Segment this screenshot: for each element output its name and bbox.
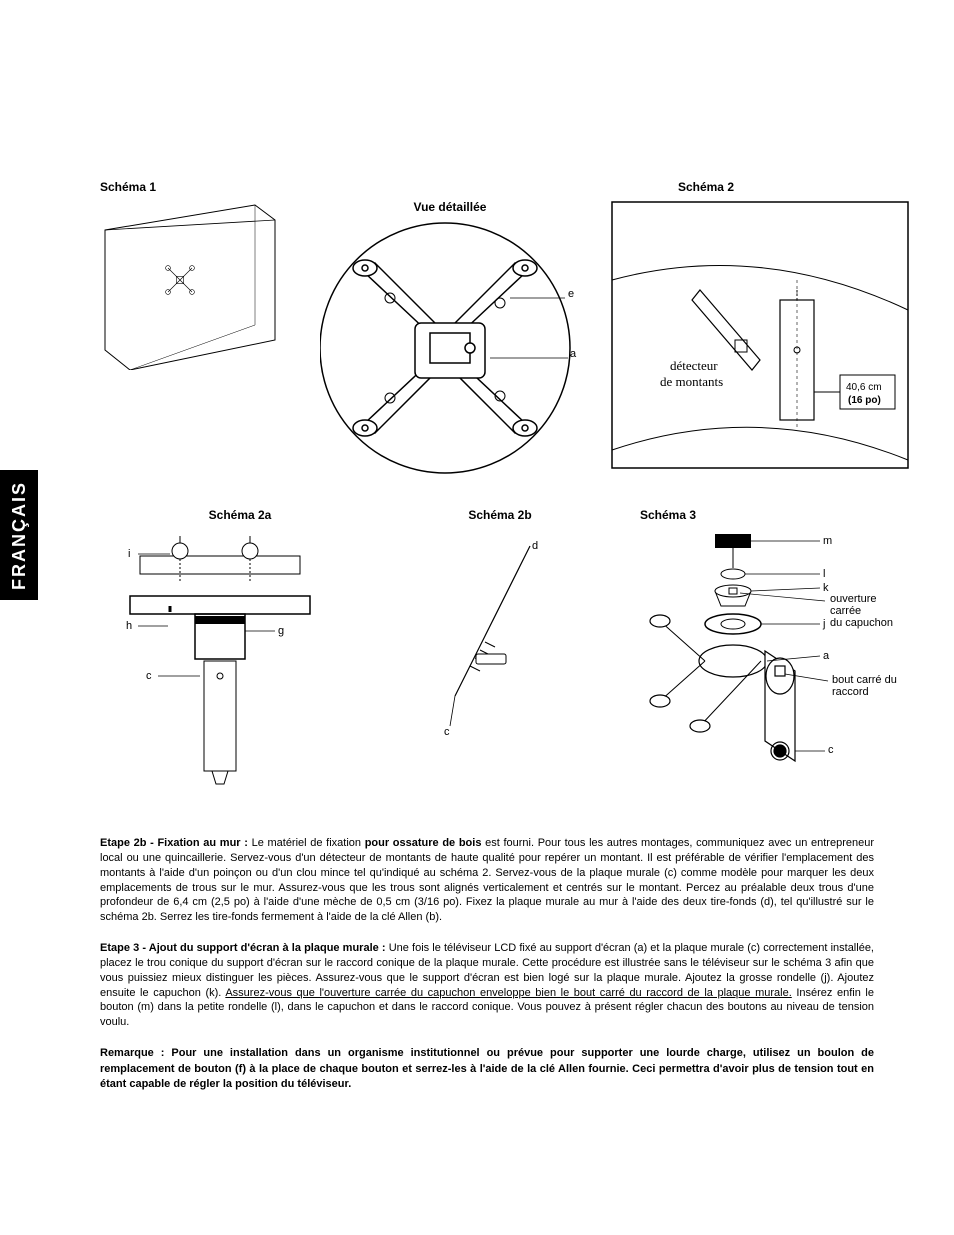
part-d-label: d — [532, 540, 538, 552]
part-a-label: a — [570, 348, 576, 360]
step-2b-lead: Le matériel de fixation — [252, 837, 365, 849]
svg-text:de montants: de montants — [660, 374, 723, 389]
step-3-title: Etape 3 - Ajout du support d'écran à la … — [100, 942, 389, 954]
part-h-label: h — [126, 620, 132, 632]
part-i-label: i — [128, 548, 130, 560]
page-content: Schéma 1 Schéma 2 — [0, 0, 954, 1132]
part-k-label: k — [823, 582, 829, 594]
remark-paragraph: Remarque : Pour une installation dans un… — [100, 1046, 874, 1092]
step-2b-title: Etape 2b - Fixation au mur : — [100, 837, 252, 849]
step-2b-paragraph: Etape 2b - Fixation au mur : Le matériel… — [100, 836, 874, 925]
part-c-label-2b: c — [444, 726, 450, 738]
ann-ouverture-1: ouverture carrée — [830, 593, 876, 617]
schema-top-labels: Schéma 1 Schéma 2 — [100, 180, 874, 194]
ann-bout-2: raccord — [832, 686, 869, 698]
svg-text:40,6 cm: 40,6 cm — [846, 382, 882, 393]
part-c-label-2a: c — [146, 670, 152, 682]
svg-text:détecteur: détecteur — [670, 358, 718, 373]
ann-bout-1: bout carré du — [832, 674, 897, 686]
part-a-label-3: a — [823, 650, 829, 662]
diagram-row-1: Vue détaillée — [100, 200, 874, 478]
part-l-label: l — [823, 568, 825, 580]
schema3-label: Schéma 3 — [640, 508, 900, 522]
part-j-label: j — [823, 618, 825, 630]
step-2b-body: est fourni. Pour tous les autres montage… — [100, 837, 874, 923]
part-c-label-3: c — [828, 744, 834, 756]
step-3-paragraph: Etape 3 - Ajout du support d'écran à la … — [100, 941, 874, 1030]
vue-detaillee-title: Vue détaillée — [320, 200, 580, 214]
ann-ouverture-2: du capuchon — [830, 617, 893, 629]
schema2b-label: Schéma 2b — [420, 508, 580, 522]
step-3-underline: Assurez-vous que l'ouverture carrée du c… — [225, 987, 791, 999]
part-m-label: m — [823, 535, 832, 547]
diagram-schema3: Schéma 3 — [620, 508, 900, 806]
ann-ouverture: ouverture carrée du capuchon — [830, 593, 900, 629]
schema2a-label: Schéma 2a — [140, 508, 340, 522]
language-tab-label: FRANÇAIS — [9, 481, 30, 590]
part-g-label: g — [278, 625, 284, 637]
diagram-row-2: Schéma 2a — [100, 508, 874, 806]
diagram-schema2a: Schéma 2a — [100, 508, 340, 786]
diagram-vue-detaillee: Vue détaillée — [320, 200, 580, 478]
svg-text:(16 po): (16 po) — [848, 395, 881, 406]
language-tab: FRANÇAIS — [0, 470, 38, 600]
ann-bout: bout carré du raccord — [832, 674, 897, 698]
part-e-label: e — [568, 288, 574, 300]
diagram-schema2b: Schéma 2b d c — [420, 508, 580, 756]
step-2b-bold: pour ossature de bois — [365, 837, 482, 849]
diagram-schema2: détecteur de montants 40,6 cm (16 po) — [610, 200, 910, 470]
schema2-label: Schéma 2 — [678, 180, 734, 194]
schema1-label: Schéma 1 — [100, 180, 156, 194]
diagram-schema1 — [100, 200, 290, 370]
